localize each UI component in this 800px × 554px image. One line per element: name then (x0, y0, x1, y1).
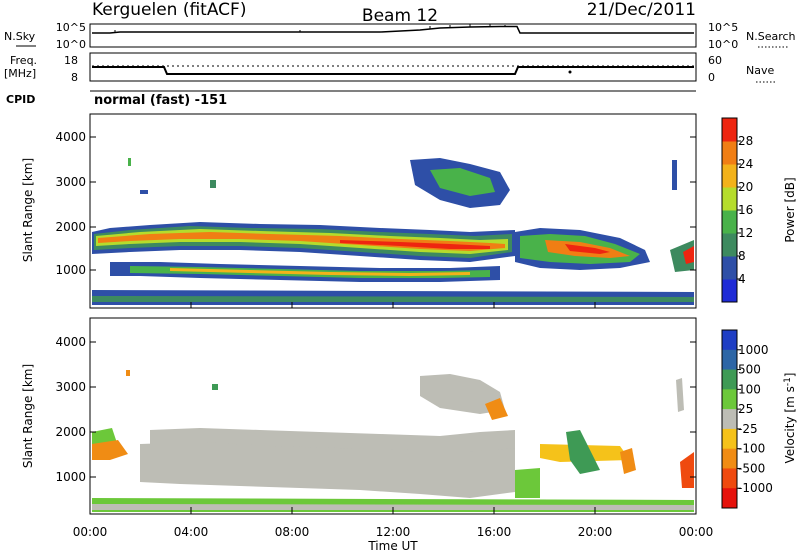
cpid-label: CPID (6, 93, 35, 106)
nsky-tick-high: 10^5 (56, 21, 86, 34)
velocity-colorbar-tick: -25 (738, 422, 758, 436)
x-axis-label: Time UT (367, 539, 418, 553)
velocity-colorbar-tick: 100 (738, 382, 761, 396)
velocity-colorbar-swatch (722, 369, 737, 390)
nave-tick-low: 0 (708, 71, 715, 84)
velocity-echoes (92, 370, 694, 512)
nsky-series (92, 25, 694, 34)
velocity-y-axis: 1000 2000 3000 4000 (55, 335, 696, 484)
power-colorbar-tick: 16 (738, 203, 753, 217)
x-tick-label: 08:00 (275, 525, 310, 539)
power-colorbar-swatch (722, 187, 737, 211)
nsearch-tick-high: 10^5 (708, 21, 738, 34)
nsearch-tick-low: 10^0 (708, 38, 738, 51)
power-colorbar-tick: 12 (738, 226, 753, 240)
power-colorbar-tick: 24 (738, 157, 753, 171)
velocity-ytick-1000: 1000 (55, 470, 86, 484)
velocity-ytick-3000: 3000 (55, 380, 86, 394)
freq-tick-low: 8 (71, 71, 78, 84)
power-colorbar-tick: 8 (738, 249, 746, 263)
velocity-colorbar-tick: 1000 (738, 343, 769, 357)
x-tick-label: 04:00 (174, 525, 209, 539)
power-colorbar-swatch (722, 256, 737, 280)
power-y-axis: 1000 2000 3000 4000 (55, 130, 696, 277)
velocity-colorbar-label-exp: -1 (783, 377, 793, 386)
nsearch-label: N.Search (746, 30, 796, 43)
power-colorbar-tick: 4 (738, 272, 746, 286)
x-tick-label: 16:00 (477, 525, 512, 539)
power-colorbar: 4 8 12 16 20 24 28 Power [dB] (721, 117, 797, 303)
velocity-colorbar-tick: -500 (738, 461, 765, 475)
velocity-ytick-4000: 4000 (55, 335, 86, 349)
power-colorbar-swatch (722, 141, 737, 165)
nsky-tick-low: 10^0 (56, 38, 86, 51)
x-tick-label: 00:00 (73, 525, 108, 539)
nsky-spikes (114, 24, 506, 33)
power-echoes (92, 158, 694, 305)
freq-label-line2: [MHz] (4, 67, 36, 80)
nave-tick-high: 60 (708, 54, 722, 67)
power-panel: 1000 2000 3000 4000 Slant Range [km] (21, 113, 697, 309)
freq-label-line1: Freq. (10, 54, 37, 67)
velocity-ytick-2000: 2000 (55, 425, 86, 439)
velocity-colorbar-swatch (722, 330, 737, 351)
freq-frame (89, 52, 697, 82)
power-colorbar-swatch (722, 210, 737, 234)
beam-title: Beam 12 (362, 6, 438, 26)
power-ytick-4000: 4000 (55, 130, 86, 144)
velocity-colorbar-swatch (722, 468, 737, 489)
velocity-colorbar-swatch (722, 389, 737, 410)
velocity-panel: 1000 2000 3000 4000 Slant Range [km] 00:… (21, 317, 714, 553)
cpid-value: normal (fast) -151 (94, 93, 227, 108)
velocity-colorbar-tick: 500 (738, 363, 761, 377)
velocity-colorbar: 1000 500 100 25 -25 -100 -500 -1000 Velocity [m… (721, 329, 797, 509)
velocity-colorbar-swatch (722, 488, 737, 509)
velocity-colorbar-tick: -1000 (738, 481, 773, 495)
freq-tick-high: 18 (64, 54, 78, 67)
station-title: Kerguelen (fitACF) (92, 0, 246, 20)
power-colorbar-swatch (722, 118, 737, 142)
power-colorbar-swatch (722, 164, 737, 188)
velocity-colorbar-label-bracket: ] (783, 373, 797, 378)
x-tick-label: 12:00 (376, 525, 411, 539)
velocity-colorbar-swatch (722, 349, 737, 371)
velocity-x-tick-labels: 00:00 04:00 08:00 12:00 16:00 20:00 00:00 (73, 525, 714, 539)
velocity-x-ticks (89, 507, 697, 514)
freq-series (92, 66, 694, 75)
velocity-colorbar-tick: -100 (738, 442, 765, 456)
velocity-ylabel: Slant Range [km] (21, 364, 35, 468)
power-colorbar-label: Power [dB] (783, 177, 797, 242)
velocity-colorbar-tick: 25 (738, 402, 753, 416)
velocity-colorbar-frame (721, 329, 738, 509)
velocity-colorbar-label-text: Velocity [m s (783, 386, 797, 463)
nsky-label: N.Sky (4, 30, 36, 43)
power-ytick-1000: 1000 (55, 263, 86, 277)
date-title: 21/Dec/2011 (587, 0, 696, 20)
power-ytick-2000: 2000 (55, 220, 86, 234)
power-colorbar-swatch (722, 279, 737, 303)
power-colorbar-tick: 20 (738, 180, 753, 194)
velocity-colorbar-swatch (722, 448, 737, 469)
velocity-colorbar-swatch (722, 409, 737, 430)
power-colorbar-swatch (722, 233, 737, 257)
power-colorbar-tick: 28 (738, 134, 753, 148)
power-x-ticks (89, 302, 697, 308)
nave-label: Nave (746, 64, 774, 77)
velocity-colorbar-label: Velocity [m s-1] (783, 373, 797, 464)
power-ytick-3000: 3000 (55, 175, 86, 189)
velocity-colorbar-swatch (722, 428, 737, 450)
nsky-frame (89, 23, 697, 48)
power-ylabel: Slant Range [km] (21, 158, 35, 262)
nave-blip (568, 70, 572, 74)
x-tick-label: 00:00 (679, 525, 714, 539)
x-tick-label: 20:00 (578, 525, 613, 539)
